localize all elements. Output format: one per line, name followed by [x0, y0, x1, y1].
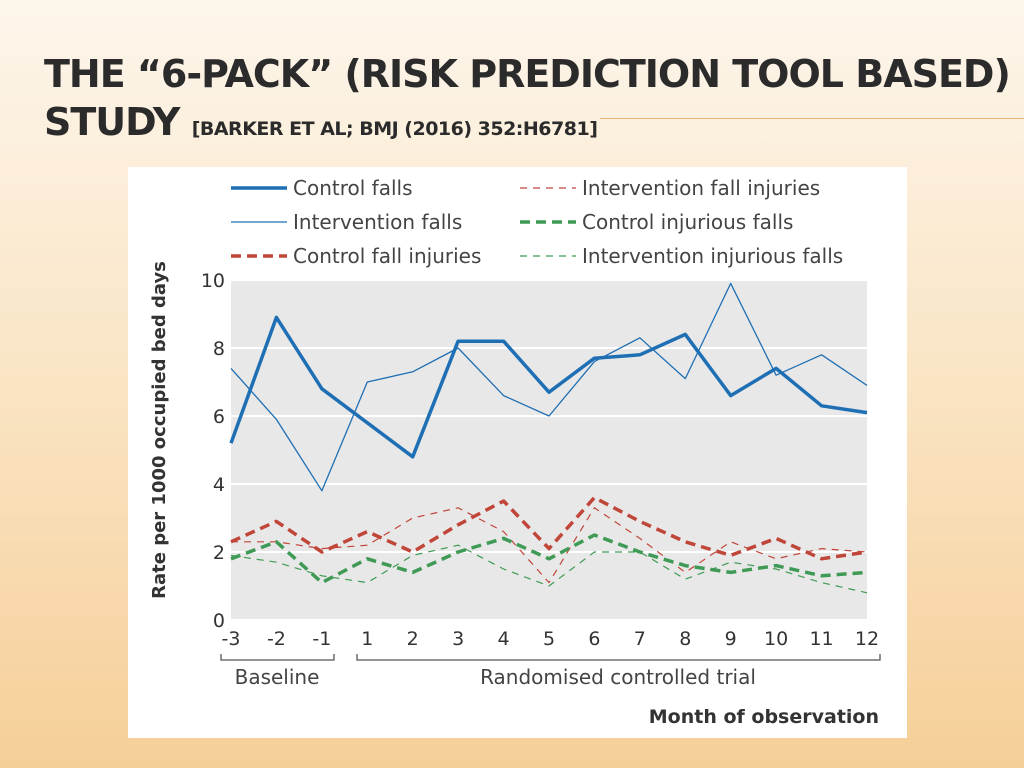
series-line-control-fall-injuries: [230, 495, 868, 561]
y-tick-label: 0: [213, 610, 225, 632]
legend-label-intervention-falls: Intervention falls: [293, 210, 462, 234]
title-divider: [600, 118, 1024, 119]
trial-bracket: [356, 654, 881, 661]
x-tick-label: 12: [855, 628, 879, 650]
x-axis-label: Month of observation: [649, 706, 879, 728]
x-tick-label: 6: [588, 628, 600, 650]
x-tick-label: 3: [452, 628, 464, 650]
legend-label-control-injurious-falls: Control injurious falls: [582, 210, 793, 234]
x-tick-label: -1: [312, 628, 331, 650]
period-label-baseline: Baseline: [235, 665, 320, 689]
x-axis-ticks: -3 -2 -1 1 2 3 4 5 6 7 8 9 10 11 12: [222, 628, 880, 650]
chart-legend: Control falls Intervention fall injuries I…: [231, 176, 843, 268]
x-tick-label: 2: [407, 628, 419, 650]
slide-title: THE “6-PACK” (RISK PREDICTION TOOL BASED…: [44, 50, 1011, 153]
title-line-1: THE “6-PACK” (RISK PREDICTION TOOL BASED…: [44, 52, 1011, 96]
line-chart: Control falls Intervention fall injuries I…: [149, 176, 881, 728]
title-line-2: STUDY: [44, 100, 180, 144]
x-tick-label: 4: [498, 628, 510, 650]
x-tick-label: 9: [725, 628, 737, 650]
citation-reference: [BARKER et al; BMJ (2016) 352:h6781]: [191, 118, 598, 140]
y-axis-label: Rate per 1000 occupied bed days: [149, 261, 170, 599]
baseline-bracket: [220, 654, 335, 661]
x-tick-label: -3: [222, 628, 241, 650]
chart-figure: Control falls Intervention fall injuries I…: [128, 167, 907, 738]
period-label-trial: Randomised controlled trial: [480, 665, 756, 689]
x-tick-label: -2: [267, 628, 286, 650]
series-line-intervention-fall-injuries: [231, 507, 868, 584]
y-tick-label: 10: [201, 270, 225, 292]
legend-label-control-fall-injuries: Control fall injuries: [293, 244, 481, 268]
series-line-intervention-falls: [230, 282, 868, 492]
grid-lines: [231, 279, 867, 621]
plot-area: [231, 280, 867, 620]
y-tick-label: 2: [213, 542, 225, 564]
y-tick-label: 6: [213, 406, 225, 428]
legend-label-control-falls: Control falls: [293, 176, 412, 200]
x-tick-label: 11: [809, 628, 833, 650]
x-tick-label: 7: [634, 628, 646, 650]
y-tick-label: 8: [213, 338, 225, 360]
x-tick-label: 5: [543, 628, 555, 650]
y-tick-label: 4: [213, 474, 225, 496]
period-brackets: Baseline Randomised controlled trial: [220, 654, 881, 689]
series-lines: [229, 282, 868, 594]
series-line-control-injurious-falls: [230, 533, 868, 585]
x-tick-label: 1: [361, 628, 373, 650]
y-axis-ticks: 0 2 4 6 8 10: [201, 270, 225, 632]
legend-label-intervention-injurious-falls: Intervention injurious falls: [582, 244, 843, 268]
x-tick-label: 8: [679, 628, 691, 650]
legend-label-intervention-fall-injuries: Intervention fall injuries: [582, 176, 820, 200]
series-line-control-falls: [229, 315, 868, 459]
x-tick-label: 10: [764, 628, 788, 650]
